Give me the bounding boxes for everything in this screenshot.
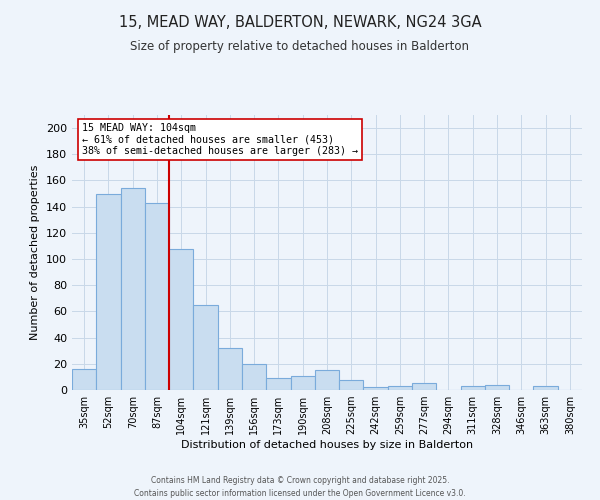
Text: Size of property relative to detached houses in Balderton: Size of property relative to detached ho… (131, 40, 470, 53)
Y-axis label: Number of detached properties: Number of detached properties (31, 165, 40, 340)
Bar (266, 378, 290, 390)
Text: Contains public sector information licensed under the Open Government Licence v3: Contains public sector information licen… (134, 488, 466, 498)
Bar (169, 248, 193, 390)
Bar (533, 386, 558, 390)
Text: Contains HM Land Registry data © Crown copyright and database right 2025.: Contains HM Land Registry data © Crown c… (151, 476, 449, 485)
Bar (242, 364, 266, 390)
Bar (315, 370, 339, 390)
X-axis label: Distribution of detached houses by size in Balderton: Distribution of detached houses by size … (181, 440, 473, 450)
Bar (145, 202, 169, 390)
Bar (339, 380, 364, 390)
Bar (388, 386, 412, 390)
Bar (364, 388, 388, 390)
Bar (193, 305, 218, 390)
Bar (461, 386, 485, 390)
Bar (290, 376, 315, 390)
Text: 15, MEAD WAY, BALDERTON, NEWARK, NG24 3GA: 15, MEAD WAY, BALDERTON, NEWARK, NG24 3G… (119, 15, 481, 30)
Bar (218, 348, 242, 390)
Bar (485, 385, 509, 390)
Bar (72, 369, 96, 390)
Bar (121, 188, 145, 390)
Bar (412, 384, 436, 390)
Bar (96, 194, 121, 390)
Text: 15 MEAD WAY: 104sqm
← 61% of detached houses are smaller (453)
38% of semi-detac: 15 MEAD WAY: 104sqm ← 61% of detached ho… (82, 123, 358, 156)
